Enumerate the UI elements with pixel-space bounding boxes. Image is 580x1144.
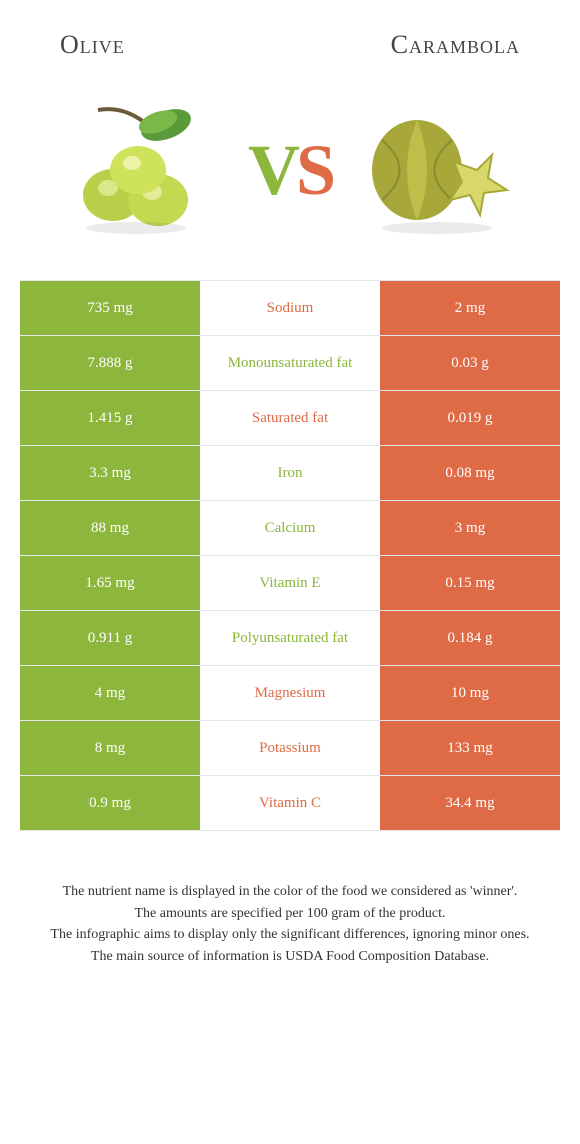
table-row: 0.911 gPolyunsaturated fat0.184 g (20, 611, 560, 666)
olive-icon (58, 100, 228, 240)
footnote-line: The main source of information is USDA F… (30, 946, 550, 968)
nutrient-name-cell: Vitamin E (200, 556, 380, 610)
carambola-icon (362, 100, 512, 240)
nutrient-name-cell: Saturated fat (200, 391, 380, 445)
footnote-line: The infographic aims to display only the… (30, 924, 550, 946)
footnote-block: The nutrient name is displayed in the co… (0, 831, 580, 968)
right-value-cell: 2 mg (380, 281, 560, 335)
footnote-line: The amounts are specified per 100 gram o… (30, 903, 550, 925)
table-row: 88 mgCalcium3 mg (20, 501, 560, 556)
comparison-table: 735 mgSodium2 mg7.888 gMonounsaturated f… (20, 280, 560, 831)
nutrient-name-cell: Sodium (200, 281, 380, 335)
table-row: 4 mgMagnesium10 mg (20, 666, 560, 721)
nutrient-name-cell: Magnesium (200, 666, 380, 720)
table-row: 0.9 mgVitamin C34.4 mg (20, 776, 560, 831)
header: Olive Carambola (0, 0, 580, 70)
hero-row: VS (0, 70, 580, 280)
left-value-cell: 0.9 mg (20, 776, 200, 830)
right-value-cell: 3 mg (380, 501, 560, 555)
left-value-cell: 88 mg (20, 501, 200, 555)
olive-image (58, 100, 228, 240)
nutrient-name-cell: Potassium (200, 721, 380, 775)
right-value-cell: 0.019 g (380, 391, 560, 445)
right-value-cell: 0.184 g (380, 611, 560, 665)
left-value-cell: 735 mg (20, 281, 200, 335)
footnote-line: The nutrient name is displayed in the co… (30, 881, 550, 903)
left-value-cell: 3.3 mg (20, 446, 200, 500)
nutrient-name-cell: Monounsaturated fat (200, 336, 380, 390)
nutrient-name-cell: Vitamin C (200, 776, 380, 830)
nutrient-name-cell: Iron (200, 446, 380, 500)
left-value-cell: 1.65 mg (20, 556, 200, 610)
left-value-cell: 0.911 g (20, 611, 200, 665)
nutrient-name-cell: Polyunsaturated fat (200, 611, 380, 665)
left-food-title: Olive (60, 30, 125, 60)
vs-label: VS (248, 129, 332, 212)
right-value-cell: 0.08 mg (380, 446, 560, 500)
right-value-cell: 10 mg (380, 666, 560, 720)
carambola-image (352, 100, 522, 240)
right-value-cell: 0.03 g (380, 336, 560, 390)
left-value-cell: 7.888 g (20, 336, 200, 390)
right-food-title: Carambola (391, 30, 520, 60)
table-row: 8 mgPotassium133 mg (20, 721, 560, 776)
table-row: 3.3 mgIron0.08 mg (20, 446, 560, 501)
table-row: 1.415 gSaturated fat0.019 g (20, 391, 560, 446)
right-value-cell: 34.4 mg (380, 776, 560, 830)
right-value-cell: 133 mg (380, 721, 560, 775)
left-value-cell: 1.415 g (20, 391, 200, 445)
left-value-cell: 4 mg (20, 666, 200, 720)
nutrient-name-cell: Calcium (200, 501, 380, 555)
right-value-cell: 0.15 mg (380, 556, 560, 610)
table-row: 7.888 gMonounsaturated fat0.03 g (20, 336, 560, 391)
table-row: 735 mgSodium2 mg (20, 281, 560, 336)
left-value-cell: 8 mg (20, 721, 200, 775)
table-row: 1.65 mgVitamin E0.15 mg (20, 556, 560, 611)
